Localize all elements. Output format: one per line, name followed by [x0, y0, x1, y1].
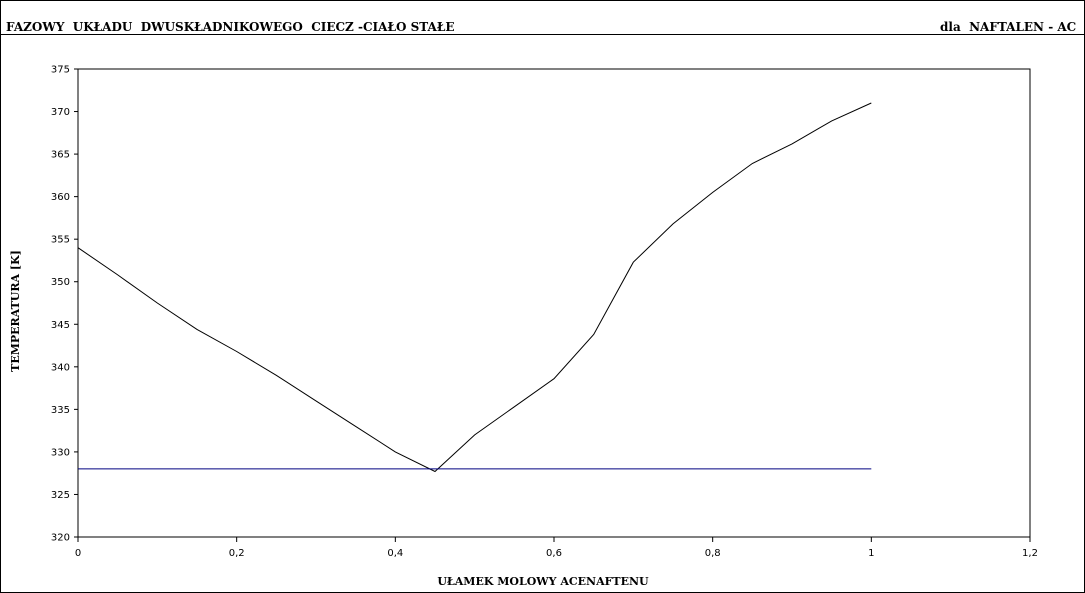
y-tick-label: 370 — [51, 107, 70, 118]
chart-title-left: FAZOWY UKŁADU DWUSKŁADNIKOWEGO CIECZ -CI… — [6, 20, 455, 34]
y-tick-label: 320 — [51, 533, 70, 544]
x-tick-label: 1,2 — [1022, 548, 1038, 559]
liquidus-curve-line — [77, 102, 872, 473]
y-tick-label: 355 — [51, 235, 70, 246]
y-tick-label: 325 — [51, 490, 70, 501]
y-tick-label: 335 — [51, 405, 70, 416]
plot-area — [77, 68, 1031, 538]
y-tick-label: 345 — [51, 320, 70, 331]
x-tick-label: 0,4 — [387, 548, 403, 559]
x-axis-title: UŁAMEK MOLOWY ACENAFTENU — [437, 575, 649, 588]
y-tick-label: 365 — [51, 150, 70, 161]
y-tick-label: 375 — [51, 65, 70, 76]
x-tick-label: 0,6 — [546, 548, 562, 559]
series-group — [77, 102, 872, 473]
y-axis: 320 325 330 335 340 345 350 355 360 365 370 375 — [51, 65, 78, 544]
x-tick-label: 0 — [75, 548, 81, 559]
y-tick-label: 360 — [51, 192, 70, 203]
y-tick-label: 340 — [51, 362, 70, 373]
x-axis: 0 0,2 0,4 0,6 0,8 1 1,2 — [75, 537, 1038, 559]
chart-title-right: dla NAFTALEN - AC — [940, 20, 1077, 34]
y-axis-title: TEMPERATURA [K] — [9, 250, 22, 372]
y-tick-label: 350 — [51, 277, 70, 288]
x-tick-label: 0,8 — [705, 548, 721, 559]
x-tick-label: 1 — [868, 548, 874, 559]
chart-header: FAZOWY UKŁADU DWUSKŁADNIKOWEGO CIECZ -CI… — [0, 0, 1085, 35]
y-tick-label: 330 — [51, 447, 70, 458]
x-tick-label: 0,2 — [229, 548, 245, 559]
